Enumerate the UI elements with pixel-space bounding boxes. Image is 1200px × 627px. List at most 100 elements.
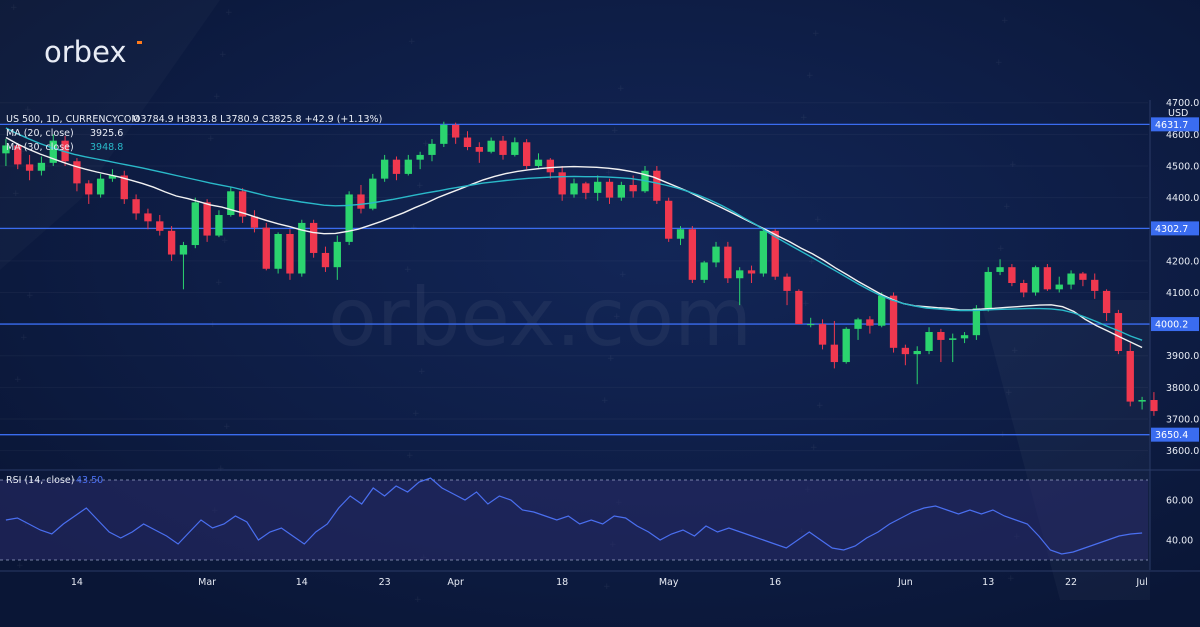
candle-body	[1102, 290, 1111, 314]
decor-plus: +	[613, 312, 621, 322]
candle-body	[522, 142, 531, 166]
candle-body	[120, 175, 128, 200]
price-tick-label: 3600.0	[1166, 446, 1199, 457]
decor-plus: +	[1009, 160, 1017, 170]
candle-body	[392, 159, 401, 174]
candle-body	[96, 178, 105, 195]
candle-body	[1150, 400, 1158, 412]
rsi-tick-label: 40.00	[1166, 536, 1193, 547]
candle-body	[582, 183, 590, 193]
candle-body	[594, 181, 602, 193]
rsi-pane	[0, 469, 1200, 561]
candle-body	[428, 143, 436, 155]
price-tick-label: 4200.0	[1166, 256, 1199, 267]
candle-body	[629, 184, 637, 192]
candle-body	[380, 159, 389, 179]
decor-plus: +	[814, 215, 822, 225]
ma20-label: MA (20, close)	[6, 128, 74, 139]
decor-plus: +	[219, 50, 227, 60]
candle-body	[617, 184, 626, 198]
price-tick-label: 4700.0	[1166, 98, 1199, 109]
candle-body	[747, 270, 756, 274]
decor-plus: +	[416, 181, 424, 191]
candle-body	[167, 230, 176, 255]
symbol-line: US 500, 1D, CURRENCYCOM	[6, 114, 140, 125]
candle-body	[132, 199, 140, 214]
candle-body	[736, 270, 744, 279]
time-tick-label: Apr	[447, 577, 464, 588]
logo-text: orbex	[44, 35, 127, 69]
decor-plus: +	[605, 168, 613, 178]
candle-body	[1126, 350, 1134, 402]
candle-body	[487, 140, 495, 152]
candle-body	[475, 147, 483, 152]
decor-plus: +	[418, 367, 426, 377]
price-tick-label: 4100.0	[1166, 288, 1199, 299]
candle-body	[925, 332, 933, 351]
level-label-bg	[1151, 427, 1199, 442]
level-label: 4000.2	[1155, 320, 1188, 331]
moving-average-lines	[5, 127, 1143, 349]
decor-plus: +	[1007, 574, 1015, 584]
candle-body	[960, 335, 969, 339]
candle-body	[250, 216, 259, 228]
candle-body	[286, 233, 294, 274]
time-tick-label: 18	[556, 577, 568, 588]
decor-plus: +	[810, 443, 818, 453]
decor-plus: +	[217, 464, 225, 474]
candle-body	[546, 159, 554, 173]
candle-body	[416, 154, 424, 160]
candle-body	[73, 161, 81, 184]
rsi-tick-label: 60.00	[1166, 496, 1193, 507]
decor-plus: +	[18, 147, 26, 157]
candle-body	[108, 175, 117, 179]
decor-plus: +	[995, 58, 1003, 68]
candle-body	[534, 159, 543, 166]
candle-body	[333, 241, 341, 268]
candle-body	[1043, 267, 1052, 290]
candle-body	[179, 245, 188, 255]
level-label-bg	[1151, 221, 1199, 236]
horizontal-levels	[0, 123, 1150, 436]
level-label: 4631.7	[1155, 120, 1188, 131]
decor-plus: +	[603, 582, 611, 592]
candle-body	[972, 308, 981, 336]
candle-body	[49, 140, 57, 163]
candle-body	[511, 142, 519, 155]
candle-body	[653, 170, 661, 201]
candle-body	[309, 222, 318, 253]
candle-body	[984, 271, 992, 309]
candle-body	[321, 252, 330, 268]
orbex-logo: orbex	[44, 35, 142, 69]
time-tick-label: 23	[379, 577, 391, 588]
candle-body	[14, 145, 22, 165]
decor-plus: +	[997, 244, 1005, 254]
decor-plus: +	[223, 422, 231, 432]
ma30-line	[5, 127, 1143, 341]
ma20-value: 3925.6	[90, 128, 123, 139]
decor-plus: +	[215, 278, 223, 288]
time-tick-label: 22	[1065, 577, 1077, 588]
candle-body	[866, 319, 874, 326]
candle-body	[830, 344, 839, 363]
candle-body	[889, 295, 898, 348]
candle-body	[1055, 284, 1063, 290]
axis-unit: USD	[1168, 108, 1188, 119]
candle-body	[1138, 400, 1146, 402]
decor-plus: +	[225, 8, 233, 18]
candle-body	[156, 221, 164, 231]
decor-plus: +	[24, 105, 32, 115]
price-tick-label: 4600.0	[1166, 130, 1199, 141]
decor-plus: +	[601, 396, 609, 406]
candle-body	[1008, 267, 1016, 283]
candle-body	[712, 246, 720, 263]
candle-body	[807, 324, 815, 326]
watermark-text: orbex.com	[328, 271, 752, 364]
decor-plus: +	[422, 139, 430, 149]
candle-body	[901, 347, 910, 355]
candle-body	[558, 172, 566, 195]
decor-plus: +	[12, 189, 20, 199]
decor-plus: +	[408, 37, 416, 47]
time-tick-label: Jul	[1135, 577, 1147, 588]
